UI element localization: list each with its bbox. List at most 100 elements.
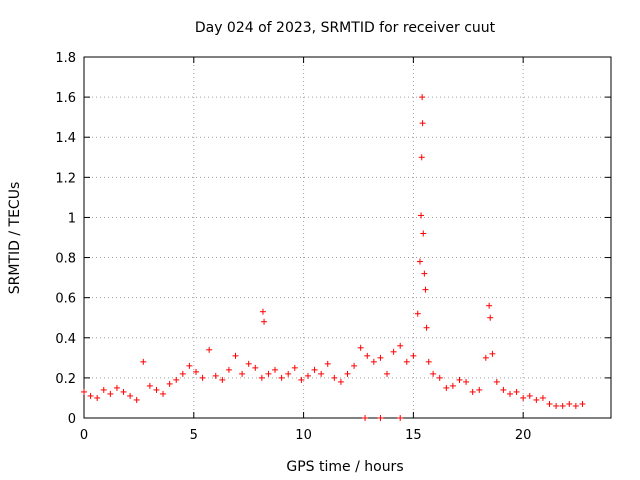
data-point [397,415,404,421]
data-point [357,344,364,351]
y-tick-label: 1.6 [55,91,76,106]
data-point [418,212,425,219]
data-point [212,372,219,379]
data-point [252,364,259,371]
data-point [425,358,432,365]
data-point [199,374,206,381]
data-point [419,94,426,101]
data-point [421,270,428,277]
data-point [539,394,546,401]
data-point [291,364,298,371]
data-point [318,370,325,377]
data-point [520,394,527,401]
data-point [546,400,553,407]
data-point [278,374,285,381]
data-point [153,386,160,393]
data-point [364,352,371,359]
data-point [311,366,318,373]
data-point [487,314,494,321]
x-tick-label: 20 [515,428,532,443]
data-point [430,370,437,377]
data-point [414,310,421,317]
x-tick-label: 10 [295,428,312,443]
y-tick-label: 0.8 [55,252,76,267]
data-point [403,358,410,365]
data-point [423,324,430,331]
data-point [572,402,579,409]
data-point [81,388,87,395]
data-point [239,370,246,377]
data-point [272,366,279,373]
data-point [179,370,186,377]
y-tick-label: 1.4 [55,131,76,146]
y-tick-label: 1.2 [55,171,76,186]
data-point [463,378,470,385]
data-point [420,230,427,237]
y-tick-label: 0.2 [55,372,76,387]
data-point [160,390,167,397]
data-point [258,374,265,381]
data-point [390,348,397,355]
data-point [173,376,180,383]
data-point [553,402,560,409]
data-point [456,376,463,383]
data-point [397,342,404,349]
data-point [100,386,107,393]
y-tick-label: 0.6 [55,292,76,307]
data-point [265,370,272,377]
data-point [344,370,351,377]
data-point [526,392,533,399]
data-point [476,386,483,393]
data-point [166,380,173,387]
data-point [94,394,101,401]
data-point [146,382,153,389]
data-point [489,350,496,357]
x-tick-label: 0 [80,428,88,443]
data-point [225,366,232,373]
data-point [259,308,266,315]
data-point [192,368,199,375]
data-point [107,390,114,397]
data-point [87,392,94,399]
y-tick-label: 0.4 [55,332,76,347]
data-point [493,378,500,385]
data-point [506,390,513,397]
data-point [566,400,573,407]
data-point [362,415,369,421]
data-point [351,362,358,369]
data-point [410,352,417,359]
y-tick-label: 0 [68,412,76,427]
data-point [384,370,391,377]
data-point [500,386,507,393]
data-point [449,382,456,389]
data-point [533,396,540,403]
data-point [186,362,193,369]
data-point [120,388,127,395]
data-point [324,360,331,367]
x-tick-labels: 0 5 10 15 20 [80,428,532,443]
y-tick-label: 1.8 [55,51,76,66]
plot-frame [83,56,612,419]
data-point [261,318,268,325]
data-point [443,384,450,391]
data-point [127,392,134,399]
data-point [298,376,305,383]
data-point [206,346,213,353]
x-tick-label: 15 [405,428,422,443]
data-point [337,378,344,385]
data-point [486,302,493,309]
data-point [579,400,586,407]
data-point [245,360,252,367]
data-point [513,388,520,395]
axis-ticks [83,56,611,419]
chart-title: Day 024 of 2023, SRMTID for receiver cuu… [195,20,496,36]
data-point [377,415,384,421]
data-point [436,374,443,381]
data-point [232,352,239,359]
grid [84,57,611,418]
data-point [113,384,120,391]
data-point [559,402,566,409]
data-point [416,258,423,265]
data-point [482,354,489,361]
